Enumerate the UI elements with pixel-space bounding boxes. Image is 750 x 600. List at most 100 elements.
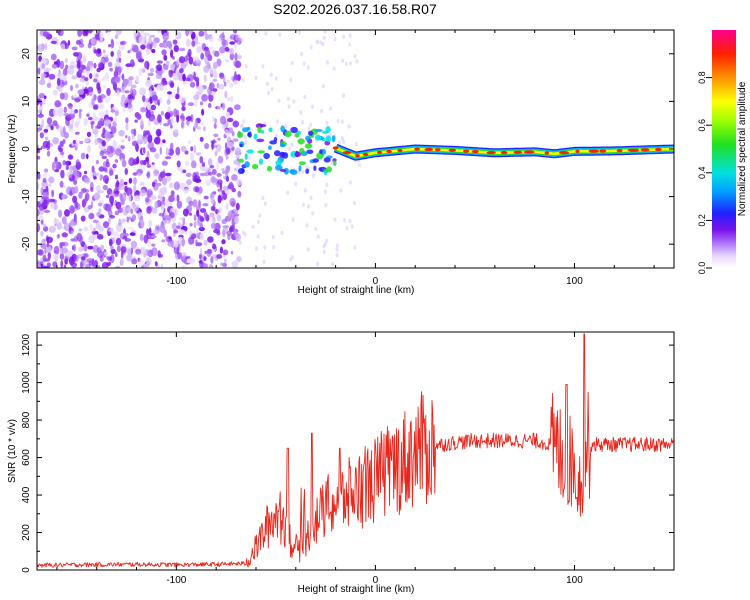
noise-speckle: [309, 122, 313, 127]
noise-speckle: [185, 30, 190, 37]
noise-speckle: [172, 72, 177, 77]
noise-speckle: [217, 155, 224, 164]
noise-speckle: [116, 49, 122, 59]
transition-blob: [331, 135, 336, 143]
noise-speckle: [113, 231, 119, 239]
noise-speckle: [37, 128, 41, 133]
noise-speckle: [150, 194, 156, 201]
noise-speckle: [78, 38, 84, 45]
noise-speckle: [178, 96, 185, 104]
noise-speckle: [272, 245, 276, 250]
noise-speckle: [125, 117, 129, 124]
noise-speckle: [50, 53, 57, 61]
noise-speckle: [114, 34, 119, 40]
transition-blob: [294, 151, 302, 157]
noise-speckle: [144, 60, 150, 69]
noise-speckle: [204, 55, 208, 65]
noise-speckle: [145, 196, 150, 203]
transition-blob: [244, 161, 250, 168]
transition-blob: [315, 134, 322, 141]
noise-speckle: [99, 103, 105, 110]
noise-speckle: [233, 30, 238, 34]
noise-speckle: [335, 253, 339, 258]
noise-speckle: [95, 159, 99, 165]
noise-speckle: [57, 234, 60, 239]
noise-speckle: [309, 195, 313, 201]
noise-speckle: [143, 32, 150, 37]
noise-speckle: [242, 119, 246, 124]
noise-speckle: [142, 159, 147, 166]
x-tick-label: 0: [373, 575, 379, 586]
noise-speckle: [300, 51, 304, 57]
transition-blob: [247, 132, 251, 137]
noise-speckle: [215, 161, 220, 170]
noise-speckle: [195, 242, 203, 247]
noise-speckle: [63, 106, 67, 114]
noise-speckle: [204, 49, 211, 58]
noise-speckle: [59, 140, 64, 148]
noise-speckle: [244, 63, 248, 69]
x-tick-label: 100: [566, 276, 583, 287]
noise-speckle: [146, 206, 152, 214]
noise-speckle: [76, 59, 81, 69]
noise-speckle: [83, 170, 88, 175]
noise-speckle: [196, 47, 203, 54]
spectrogram-xlabel: Height of straight line (km): [298, 285, 415, 296]
noise-speckle: [121, 197, 125, 203]
noise-speckle: [216, 58, 222, 67]
noise-speckle: [71, 117, 74, 125]
noise-speckle: [145, 252, 151, 256]
noise-speckle: [219, 246, 223, 254]
noise-speckle: [96, 172, 100, 176]
noise-speckle: [84, 77, 89, 82]
noise-speckle: [143, 252, 147, 258]
noise-speckle: [46, 246, 52, 254]
noise-speckle: [96, 184, 101, 194]
noise-speckle: [148, 227, 152, 236]
noise-speckle: [88, 235, 95, 244]
noise-speckle: [116, 66, 122, 76]
noise-speckle: [133, 177, 137, 186]
noise-speckle: [166, 40, 172, 48]
noise-speckle: [142, 95, 146, 103]
noise-speckle: [86, 153, 89, 160]
noise-speckle: [226, 117, 234, 123]
noise-speckle: [50, 125, 54, 131]
noise-speckle: [102, 127, 106, 134]
noise-speckle: [177, 86, 180, 95]
noise-speckle: [112, 193, 117, 198]
noise-speckle: [118, 57, 122, 63]
noise-speckle: [216, 182, 220, 188]
noise-speckle: [98, 208, 102, 213]
noise-speckle: [172, 222, 177, 231]
colorbar-tick-label: 0.6: [697, 119, 707, 132]
noise-speckle: [38, 209, 44, 215]
noise-speckle: [154, 261, 158, 267]
noise-speckle: [60, 151, 65, 156]
y-tick-label: 200: [21, 524, 32, 541]
noise-speckle: [127, 50, 131, 54]
noise-speckle: [74, 98, 81, 103]
carrier-peak: [414, 147, 420, 151]
noise-speckle: [150, 164, 156, 169]
noise-speckle: [186, 258, 192, 264]
noise-speckle: [99, 94, 106, 99]
noise-speckle: [133, 184, 137, 193]
noise-speckle: [110, 39, 115, 49]
transition-blob: [284, 130, 292, 138]
noise-speckle: [195, 152, 202, 156]
noise-speckle: [200, 52, 205, 60]
noise-speckle: [206, 248, 213, 254]
noise-speckle: [80, 256, 86, 261]
noise-speckle: [170, 63, 176, 70]
noise-speckle: [338, 140, 342, 145]
noise-speckle: [274, 76, 278, 81]
noise-speckle: [162, 80, 168, 86]
noise-speckle: [320, 108, 324, 114]
noise-speckle: [325, 182, 329, 188]
transition-blob: [257, 126, 262, 134]
noise-speckle: [263, 201, 267, 206]
noise-speckle: [121, 139, 125, 143]
noise-speckle: [193, 221, 197, 228]
transition-blob: [305, 135, 311, 141]
